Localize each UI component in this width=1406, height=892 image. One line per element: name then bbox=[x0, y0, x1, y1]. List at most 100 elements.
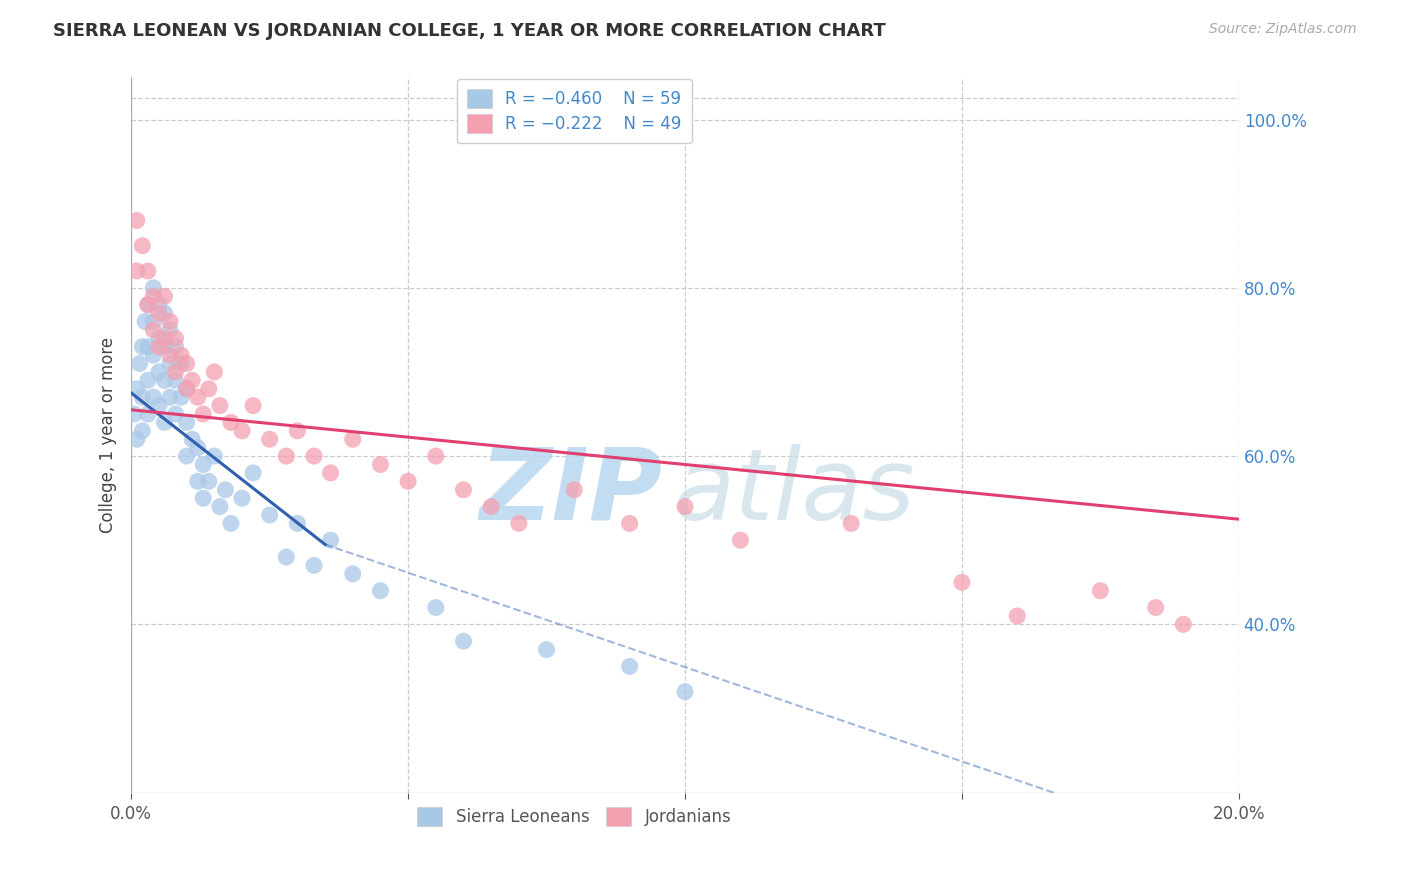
Point bbox=[159, 348, 181, 362]
Point bbox=[142, 390, 165, 404]
Point bbox=[159, 314, 181, 328]
Point bbox=[453, 634, 475, 648]
Point bbox=[302, 558, 325, 573]
Point bbox=[287, 516, 309, 531]
Text: atlas: atlas bbox=[673, 443, 915, 541]
Point bbox=[259, 432, 281, 446]
Point bbox=[159, 323, 181, 337]
Point bbox=[187, 475, 209, 489]
Point bbox=[193, 491, 215, 505]
Point bbox=[950, 575, 973, 590]
Point bbox=[259, 508, 281, 522]
Point bbox=[165, 331, 187, 345]
Point bbox=[148, 399, 170, 413]
Point bbox=[302, 449, 325, 463]
Point bbox=[197, 382, 219, 396]
Point bbox=[148, 365, 170, 379]
Point bbox=[197, 475, 219, 489]
Point bbox=[165, 407, 187, 421]
Point bbox=[536, 642, 558, 657]
Point bbox=[231, 491, 253, 505]
Point bbox=[148, 340, 170, 354]
Point bbox=[673, 500, 696, 514]
Point bbox=[165, 365, 187, 379]
Point bbox=[153, 373, 176, 387]
Point bbox=[165, 340, 187, 354]
Point bbox=[176, 382, 198, 396]
Point bbox=[219, 516, 242, 531]
Point bbox=[153, 306, 176, 320]
Point bbox=[619, 659, 641, 673]
Point bbox=[131, 390, 153, 404]
Point bbox=[562, 483, 585, 497]
Point bbox=[208, 500, 231, 514]
Point bbox=[142, 289, 165, 303]
Point bbox=[153, 340, 176, 354]
Point bbox=[1007, 609, 1029, 624]
Point bbox=[136, 373, 159, 387]
Point bbox=[122, 407, 145, 421]
Point bbox=[287, 424, 309, 438]
Point bbox=[319, 466, 342, 480]
Point bbox=[165, 373, 187, 387]
Point bbox=[128, 357, 150, 371]
Legend: Sierra Leoneans, Jordanians: Sierra Leoneans, Jordanians bbox=[409, 798, 740, 834]
Point bbox=[142, 314, 165, 328]
Point bbox=[136, 298, 159, 312]
Text: ZIP: ZIP bbox=[479, 443, 662, 541]
Point bbox=[673, 684, 696, 698]
Text: Source: ZipAtlas.com: Source: ZipAtlas.com bbox=[1209, 22, 1357, 37]
Point bbox=[479, 500, 502, 514]
Point bbox=[425, 449, 447, 463]
Point bbox=[170, 348, 193, 362]
Point bbox=[176, 416, 198, 430]
Point bbox=[342, 432, 364, 446]
Point bbox=[276, 449, 298, 463]
Point bbox=[125, 213, 148, 227]
Point bbox=[508, 516, 530, 531]
Point bbox=[1090, 583, 1112, 598]
Point bbox=[193, 407, 215, 421]
Point bbox=[153, 331, 176, 345]
Point bbox=[396, 475, 419, 489]
Point bbox=[730, 533, 752, 548]
Point bbox=[142, 348, 165, 362]
Point bbox=[136, 264, 159, 278]
Point bbox=[148, 306, 170, 320]
Point bbox=[242, 399, 264, 413]
Point bbox=[276, 550, 298, 565]
Point bbox=[1144, 600, 1167, 615]
Point bbox=[134, 314, 156, 328]
Point bbox=[342, 566, 364, 581]
Y-axis label: College, 1 year or more: College, 1 year or more bbox=[100, 337, 117, 533]
Point bbox=[159, 357, 181, 371]
Point bbox=[131, 424, 153, 438]
Point bbox=[176, 357, 198, 371]
Point bbox=[125, 432, 148, 446]
Point bbox=[153, 289, 176, 303]
Point bbox=[219, 416, 242, 430]
Point bbox=[170, 390, 193, 404]
Point bbox=[370, 458, 392, 472]
Point bbox=[125, 382, 148, 396]
Point bbox=[319, 533, 342, 548]
Point bbox=[153, 416, 176, 430]
Point bbox=[425, 600, 447, 615]
Point bbox=[136, 298, 159, 312]
Point bbox=[125, 264, 148, 278]
Point bbox=[176, 449, 198, 463]
Point bbox=[181, 432, 204, 446]
Point bbox=[136, 407, 159, 421]
Point bbox=[159, 390, 181, 404]
Point bbox=[231, 424, 253, 438]
Point bbox=[181, 373, 204, 387]
Point bbox=[136, 340, 159, 354]
Point bbox=[1173, 617, 1195, 632]
Point bbox=[214, 483, 236, 497]
Point bbox=[142, 323, 165, 337]
Point bbox=[193, 458, 215, 472]
Point bbox=[148, 331, 170, 345]
Point bbox=[131, 340, 153, 354]
Point bbox=[187, 441, 209, 455]
Point bbox=[170, 357, 193, 371]
